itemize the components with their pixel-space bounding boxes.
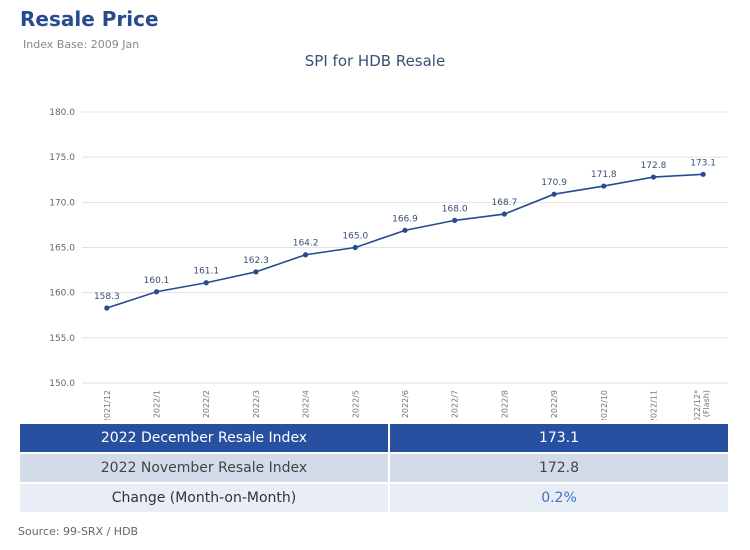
row-value: 172.8 bbox=[390, 454, 728, 482]
line-chart: 150.0 155.0 160.0 165.0 170.0 175.0 180.0 158.3… bbox=[49, 108, 728, 420]
row-label: Change (Month-on-Month) bbox=[20, 484, 390, 512]
y-tick-label: 155.0 bbox=[49, 334, 75, 344]
x-tick-label: 2022/3 bbox=[252, 390, 261, 418]
page-title: Resale Price bbox=[20, 7, 159, 31]
data-label: 171.8 bbox=[591, 170, 617, 180]
x-tick-label: 2022/5 bbox=[351, 390, 360, 418]
data-point bbox=[601, 183, 607, 189]
y-tick-label: 160.0 bbox=[49, 289, 75, 299]
x-tick-label: 2022/9 bbox=[550, 390, 559, 418]
table-row: 2022 November Resale Index 172.8 bbox=[20, 454, 728, 482]
data-label: 162.3 bbox=[243, 256, 269, 266]
data-point bbox=[501, 211, 507, 217]
row-label: 2022 December Resale Index bbox=[20, 424, 390, 452]
x-tick-label: 2022/7 bbox=[451, 390, 460, 418]
x-tick-label: (Flash) bbox=[702, 390, 711, 417]
x-tick-label: 2022/8 bbox=[500, 390, 509, 418]
index-base: Index Base: 2009 Jan bbox=[23, 38, 140, 51]
x-tick-label: 2022/12* bbox=[693, 390, 702, 420]
x-tick-label: 2022/2 bbox=[202, 390, 211, 418]
data-label: 166.9 bbox=[392, 214, 418, 224]
chart-title: SPI for HDB Resale bbox=[304, 52, 446, 70]
row-label: 2022 November Resale Index bbox=[20, 454, 390, 482]
y-tick-label: 165.0 bbox=[49, 244, 75, 254]
data-point bbox=[551, 191, 557, 197]
data-label: 165.0 bbox=[342, 232, 368, 242]
data-label: 172.8 bbox=[641, 161, 667, 171]
data-label: 173.1 bbox=[690, 158, 716, 168]
row-value: 0.2% bbox=[390, 484, 728, 512]
table-row: 2022 December Resale Index 173.1 bbox=[20, 424, 728, 452]
data-point bbox=[104, 305, 110, 311]
x-tick-label: 2022/6 bbox=[401, 390, 410, 418]
data-point bbox=[700, 171, 706, 177]
data-point bbox=[402, 227, 408, 233]
data-point bbox=[452, 217, 458, 223]
data-label: 164.2 bbox=[293, 239, 319, 249]
data-point bbox=[153, 289, 160, 295]
x-tick-label: 2021/12 bbox=[103, 390, 112, 420]
data-point bbox=[303, 252, 309, 258]
data-label: 170.9 bbox=[541, 178, 567, 188]
y-tick-label: 175.0 bbox=[49, 153, 75, 163]
data-label: 168.0 bbox=[442, 204, 468, 214]
data-point bbox=[650, 174, 657, 180]
data-point bbox=[203, 280, 209, 286]
summary-table: 2022 December Resale Index 173.1 2022 Nov… bbox=[20, 422, 728, 514]
source-note: Source: 99-SRX / HDB bbox=[18, 525, 139, 538]
data-label: 168.7 bbox=[492, 198, 518, 208]
data-label: 160.1 bbox=[144, 276, 170, 286]
x-tick-label: 2022/1 bbox=[153, 390, 162, 418]
y-tick-label: 180.0 bbox=[49, 108, 75, 118]
data-label: 158.3 bbox=[94, 292, 120, 302]
data-label: 161.1 bbox=[193, 267, 219, 277]
data-point bbox=[253, 269, 259, 275]
x-tick-label: 2022/10 bbox=[600, 390, 609, 420]
table-row: Change (Month-on-Month) 0.2% bbox=[20, 484, 728, 512]
row-value: 173.1 bbox=[390, 424, 728, 452]
data-point bbox=[352, 244, 358, 251]
y-tick-label: 170.0 bbox=[49, 198, 75, 208]
x-tick-label: 2022/4 bbox=[302, 390, 311, 418]
y-tick-label: 150.0 bbox=[49, 379, 75, 389]
x-tick-label: 2022/11 bbox=[649, 390, 658, 420]
series-line bbox=[106, 173, 704, 309]
